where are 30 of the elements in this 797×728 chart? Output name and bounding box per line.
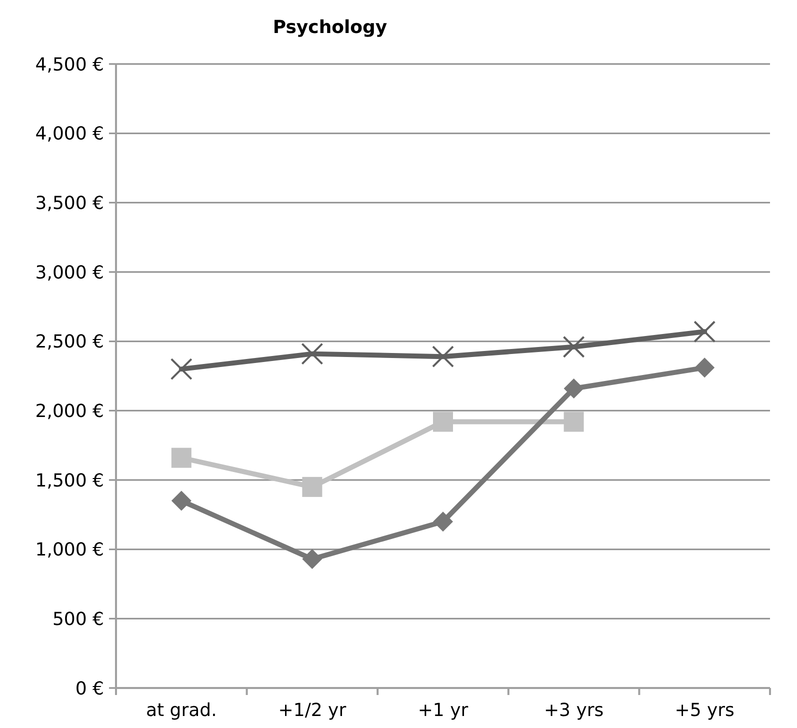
x-tick-label: +1/2 yr bbox=[278, 700, 347, 721]
point bbox=[433, 512, 453, 532]
y-tick-label: 500 € bbox=[52, 608, 104, 630]
x-tick-label: +1 yr bbox=[418, 700, 469, 721]
chart-title: Psychology bbox=[272, 17, 388, 38]
y-tick-label: 4,000 € bbox=[35, 124, 104, 145]
y-tick-label: 2,500 € bbox=[35, 332, 104, 353]
point bbox=[301, 342, 324, 365]
point bbox=[564, 378, 584, 398]
y-tick-label: 1,000 € bbox=[35, 540, 104, 561]
x-tick-label: +3 yrs bbox=[544, 700, 604, 721]
y-tick-label: 3,000 € bbox=[35, 262, 104, 284]
point bbox=[564, 412, 584, 432]
point bbox=[562, 336, 585, 358]
point bbox=[171, 490, 192, 511]
y-tick-label: 0 € bbox=[75, 678, 104, 700]
point bbox=[432, 346, 454, 368]
x-tick-label: at grad. bbox=[146, 700, 217, 721]
y-tick-label: 2,000 € bbox=[35, 400, 104, 422]
point bbox=[433, 412, 453, 432]
point bbox=[302, 549, 322, 570]
point bbox=[171, 448, 192, 468]
point bbox=[170, 358, 192, 380]
y-tick-label: 3,500 € bbox=[35, 192, 104, 214]
point bbox=[302, 476, 322, 497]
point bbox=[694, 358, 715, 378]
x-tick-label: +5 yrs bbox=[674, 700, 734, 721]
point bbox=[694, 320, 716, 343]
y-tick-label: 1,500 € bbox=[35, 470, 104, 492]
y-tick-label: 4,500 € bbox=[35, 54, 104, 76]
